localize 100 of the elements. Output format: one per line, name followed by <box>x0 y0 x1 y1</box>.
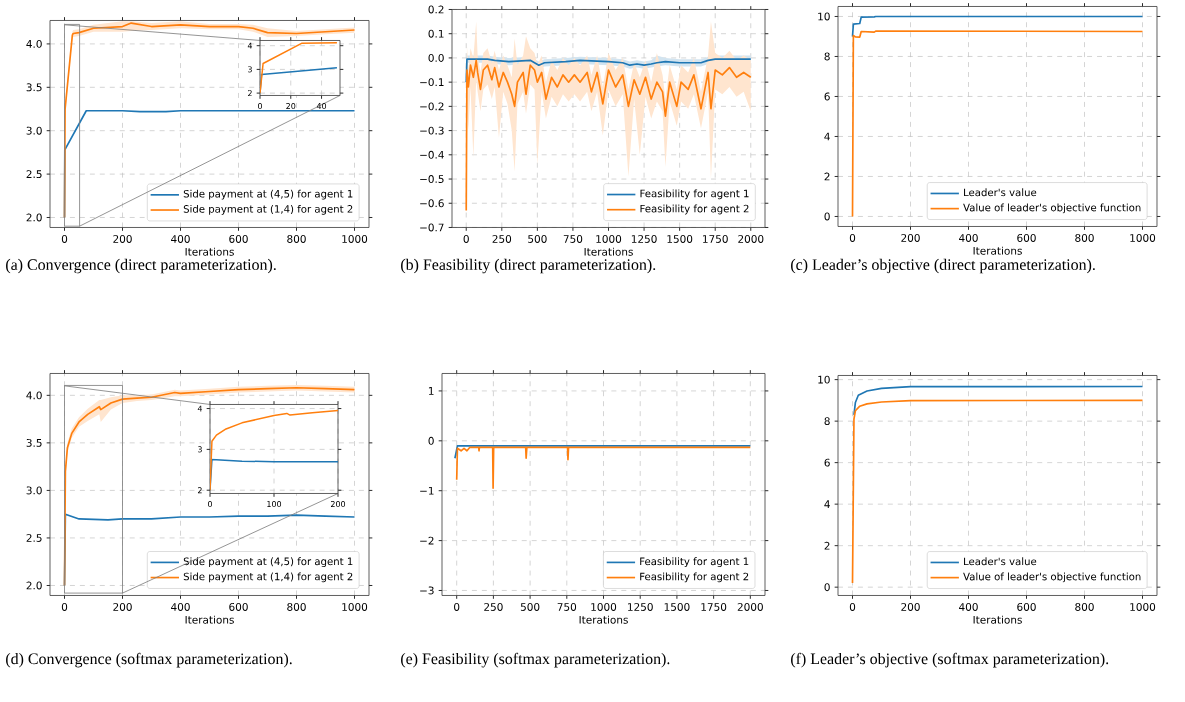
x-tick-label: 1500 <box>664 602 690 611</box>
y-tick-label: −3 <box>420 586 434 595</box>
x-tick-label: 1250 <box>628 602 653 611</box>
y-tick-label: 2.5 <box>26 533 42 542</box>
x-tick-label: 200 <box>113 602 132 611</box>
text: (e) Feasibility (softmax parameterization). <box>401 652 670 668</box>
x-tick-label: 600 <box>1017 602 1036 611</box>
x-axis-title: Iterations <box>185 615 234 624</box>
line-series <box>260 41 338 94</box>
x-tick-label: 1750 <box>703 234 728 243</box>
legend-label: Feasibility for agent 2 <box>640 572 749 583</box>
y-tick-label: 2.5 <box>26 169 42 178</box>
x-tick-label: 400 <box>171 234 190 243</box>
legend-label: Side payment at (1,4) for agent 2 <box>183 204 353 215</box>
y-tick-label: −0.6 <box>420 199 444 207</box>
x-tick-label: 1000 <box>342 602 368 611</box>
x-axis-title: Iterations <box>973 615 1022 624</box>
x-tick-label: 750 <box>563 234 583 243</box>
x-tick-label: 1250 <box>631 234 657 243</box>
legend-label: Value of leader's objective function <box>963 572 1141 583</box>
x-tick-label: 2000 <box>738 234 764 243</box>
x-tick-label: 1000 <box>596 234 622 243</box>
y-tick-label: 0.0 <box>428 53 444 62</box>
x-tick-label: 400 <box>171 602 190 611</box>
y-tick-label: 4 <box>824 500 830 508</box>
x-tick-label: 500 <box>528 234 547 243</box>
legend-label: Leader's value <box>964 557 1037 565</box>
x-axis-title: Iterations <box>579 615 628 624</box>
y-tick-label: 10 <box>818 375 830 384</box>
y-tick-label: 2 <box>824 541 830 550</box>
x-tick-label: 800 <box>287 602 306 611</box>
x-tick-label: 0 <box>849 602 856 611</box>
line-series <box>851 399 1144 584</box>
line-series <box>853 385 1144 416</box>
y-tick-label: −2 <box>420 536 434 545</box>
y-tick-label: 3.5 <box>26 83 42 92</box>
y-tick-label: 4 <box>824 132 830 141</box>
x-tick-label: 1000 <box>591 602 617 611</box>
legend-label: Side payment at (4,5) for agent 1 <box>183 557 353 567</box>
x-tick-label: 2000 <box>737 602 763 611</box>
legend-label: Value of leader's objective function <box>963 203 1141 214</box>
line-series <box>210 409 339 491</box>
y-tick-label: 0 <box>428 436 434 445</box>
x-axis-title: Iterations <box>973 246 1022 255</box>
legend-label: Feasibility for agent 2 <box>640 204 749 215</box>
x-tick-label: 0 <box>463 234 469 243</box>
y-tick-label: 4.0 <box>26 39 42 48</box>
x-tick-label: 1000 <box>342 234 368 243</box>
y-tick-label: 6 <box>824 92 830 101</box>
y-tick-label: 4.0 <box>26 391 42 400</box>
y-tick-label: 6 <box>824 458 830 467</box>
y-tick-label: 2 <box>824 172 830 181</box>
legend-label: Side payment at (1,4) for agent 2 <box>183 572 353 583</box>
y-tick-label: −0.4 <box>420 150 444 159</box>
legend-label: Leader's value <box>964 188 1037 196</box>
y-tick-label: 3.0 <box>26 486 42 495</box>
legend-label: Feasibility for agent 1 <box>640 557 749 567</box>
x-axis-title: Iterations <box>584 247 633 256</box>
legend-label: Feasibility for agent 1 <box>640 189 749 199</box>
y-tick-label: 0 <box>824 212 830 221</box>
y-tick-label: 0 <box>824 582 830 591</box>
y-tick-label: 8 <box>824 52 830 61</box>
line-series <box>851 15 1144 38</box>
x-tick-label: 1000 <box>1130 602 1156 611</box>
x-tick-label: 600 <box>229 602 248 611</box>
y-tick-label: 3.0 <box>26 126 42 135</box>
text: (c) Leader’s objective (direct parameterization). <box>791 258 1095 274</box>
legend-label: Side payment at (4,5) for agent 1 <box>183 189 353 200</box>
x-axis-title: Iterations <box>185 247 234 256</box>
y-tick-label: 8 <box>824 416 830 425</box>
line-series <box>455 446 752 489</box>
x-tick-label: 750 <box>557 602 577 611</box>
y-tick-label: 3.5 <box>26 438 42 447</box>
x-tick-label: 0 <box>61 602 68 611</box>
x-tick-label: 1000 <box>1130 233 1156 242</box>
x-tick-label: 250 <box>484 602 503 611</box>
line-series <box>851 30 1144 218</box>
text: (a) Convergence (direct parameterization). <box>6 258 276 274</box>
y-tick-label: −0.3 <box>420 126 444 135</box>
x-tick-label: 250 <box>492 234 512 243</box>
x-tick-label: 0 <box>454 602 460 611</box>
text: (b) Feasibility (direct parameterization). <box>401 258 656 274</box>
y-tick-label: −0.5 <box>420 174 444 183</box>
y-tick-label: −1 <box>420 486 434 495</box>
y-tick-label: 0.2 <box>428 5 444 14</box>
y-tick-label: 2.0 <box>26 581 42 590</box>
x-tick-label: 600 <box>229 234 248 243</box>
text: (f) Leader’s objective (softmax parameterization). <box>791 652 1109 668</box>
x-tick-label: 200 <box>113 234 132 243</box>
x-tick-label: 500 <box>520 602 540 611</box>
x-tick-label: 1500 <box>667 234 693 243</box>
x-tick-label: 0 <box>849 233 856 242</box>
y-tick-label: 10 <box>818 12 830 21</box>
y-tick-label: −0.7 <box>420 223 444 232</box>
x-tick-label: 400 <box>959 233 978 242</box>
text: (d) Convergence (softmax parameterization). <box>6 652 292 668</box>
y-tick-label: −0.1 <box>420 77 444 86</box>
x-tick-label: 400 <box>959 602 978 611</box>
y-tick-label: 1 <box>428 386 434 395</box>
x-tick-label: 0 <box>61 234 68 243</box>
